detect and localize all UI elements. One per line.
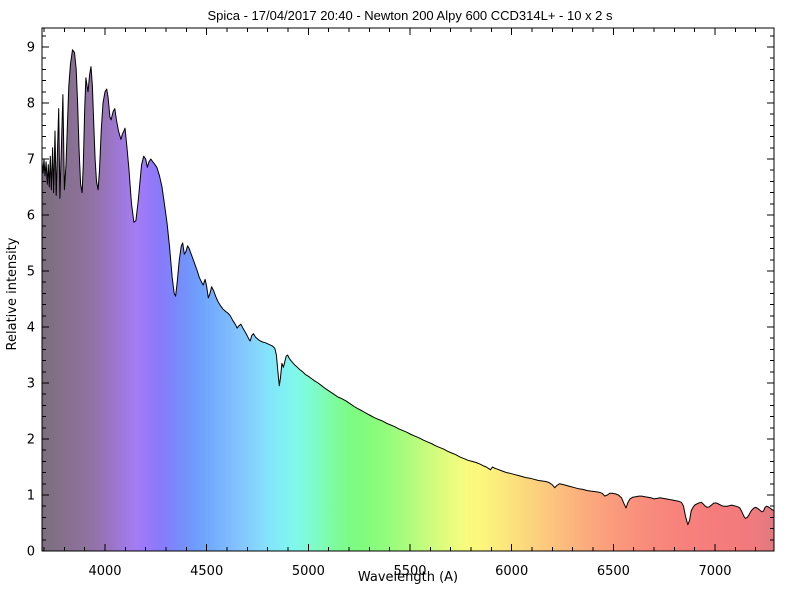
- y-axis-label: Relative intensity: [5, 237, 20, 350]
- x-tick-label: 5000: [292, 564, 325, 579]
- y-tick-label: 1: [27, 489, 35, 504]
- y-tick-label: 7: [27, 153, 35, 168]
- plot-content: 4000 4500 5000 5500 6000 6500 7000 0 1 2 3 4 5 6 7 8 9: [27, 27, 775, 579]
- x-tick-label: 5500: [393, 564, 426, 579]
- y-tick-label: 9: [27, 41, 35, 56]
- chart-title: Spica - 17/04/2017 20:40 - Newton 200 Al…: [207, 8, 613, 23]
- x-tick-label: 7000: [698, 564, 731, 579]
- spectrum-fill: [42, 49, 774, 552]
- x-axis-label: Wavelength (A): [358, 570, 458, 585]
- y-tick-label: 3: [27, 377, 35, 392]
- spectrum-curve: [41, 49, 775, 526]
- y-tick-label: 5: [27, 265, 35, 280]
- x-tick-label: 6500: [597, 564, 630, 579]
- plot-frame: [41, 27, 775, 552]
- axes: [41, 27, 775, 552]
- y-tick-label: 8: [27, 97, 35, 112]
- x-tick-label: 6000: [495, 564, 528, 579]
- y-tick-label: 4: [27, 321, 35, 336]
- x-tick-label: 4000: [88, 564, 121, 579]
- x-tick-label: 4500: [190, 564, 223, 579]
- y-tick-label: 0: [27, 545, 35, 560]
- y-tick-label: 6: [27, 209, 35, 224]
- y-tick-label: 2: [27, 433, 35, 448]
